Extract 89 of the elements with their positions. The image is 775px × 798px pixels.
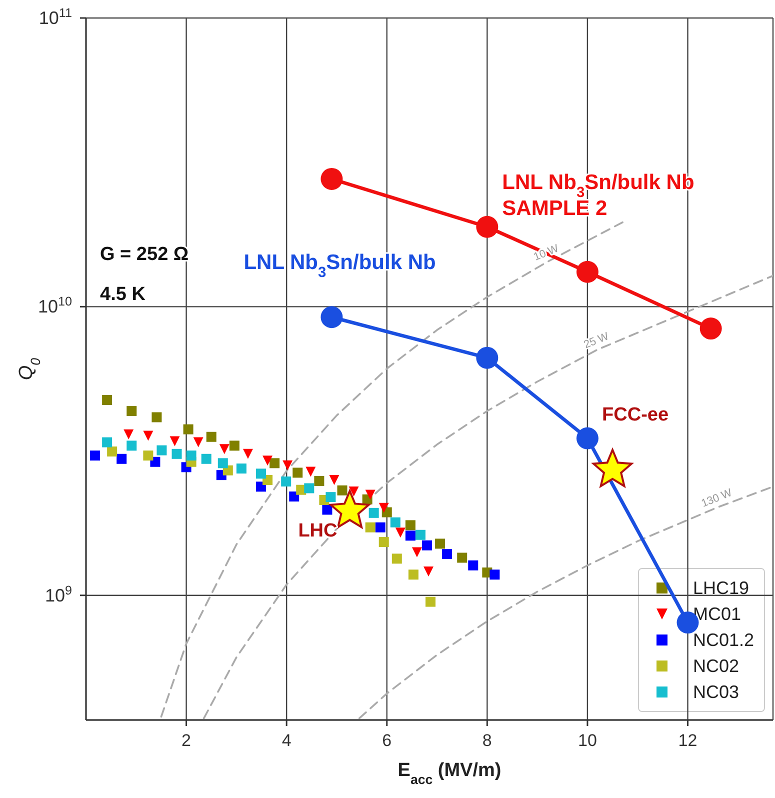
legend-label: NC02 [692, 656, 739, 676]
point [90, 450, 100, 461]
point [322, 504, 332, 515]
point [405, 530, 416, 541]
point [442, 549, 452, 560]
point [365, 522, 376, 532]
point [422, 540, 432, 550]
y-tick-label: 10$^{10}$ [38, 294, 72, 317]
point [415, 530, 426, 540]
point [229, 440, 240, 451]
x-tick-label: 10 [578, 731, 597, 750]
point [306, 466, 316, 477]
point [423, 566, 434, 576]
legend-label: LHC19 [692, 578, 749, 598]
point [326, 492, 336, 502]
point [143, 450, 154, 461]
point [102, 395, 112, 406]
point [378, 502, 389, 513]
point [143, 430, 154, 441]
point [107, 446, 118, 456]
y-tick-label: 10$^{11}$ [38, 6, 72, 28]
point [206, 432, 216, 442]
point [395, 528, 406, 538]
point [218, 458, 228, 468]
point [365, 490, 376, 500]
line-series [358, 486, 773, 720]
x-tick-label: 4 [282, 731, 292, 750]
point [262, 456, 273, 466]
point [256, 468, 266, 479]
point [337, 485, 348, 496]
point [329, 474, 340, 485]
x-tick-label: 6 [382, 731, 392, 750]
point [183, 424, 194, 434]
point [172, 448, 182, 459]
point [314, 476, 324, 486]
point [281, 476, 292, 486]
text: 130 W [700, 486, 734, 510]
point [102, 437, 112, 448]
text: 10 W [532, 242, 561, 264]
legend-label: MC01 [692, 604, 741, 624]
point [457, 552, 468, 563]
series-label: LHC [298, 520, 338, 542]
point [375, 522, 386, 532]
x-tick-label: 8 [482, 731, 492, 750]
text: 25 W [582, 330, 612, 352]
point [270, 458, 280, 468]
point [219, 444, 230, 454]
point [426, 596, 436, 607]
point [368, 508, 379, 518]
point [320, 168, 343, 190]
point [292, 468, 303, 478]
point [320, 306, 343, 328]
point [700, 318, 722, 340]
point [412, 547, 422, 558]
point [304, 483, 314, 494]
point [156, 445, 167, 456]
legend-label: NC01.2 [692, 630, 754, 650]
point [282, 460, 293, 470]
point [116, 454, 127, 464]
point [193, 437, 204, 448]
point [435, 538, 446, 549]
x-axis-title: E$_{acc}$ (MV/m) [398, 760, 502, 786]
point [152, 412, 162, 422]
annotation: 4.5 K [100, 284, 146, 305]
point [124, 429, 134, 440]
point [576, 260, 598, 283]
point [236, 464, 246, 474]
point [126, 440, 137, 451]
point [390, 517, 400, 528]
legend-label: NC03 [692, 682, 739, 702]
series-label: FCC-ee [602, 404, 669, 426]
point [378, 537, 389, 548]
point [405, 520, 416, 530]
point [201, 454, 212, 464]
point [490, 570, 500, 580]
point [476, 346, 498, 369]
point [476, 216, 498, 238]
point [408, 570, 418, 580]
x-tick-label: 2 [182, 731, 192, 750]
point [242, 448, 253, 459]
point [348, 486, 359, 496]
point [392, 554, 402, 564]
point [126, 406, 137, 416]
point [170, 436, 180, 446]
point [468, 560, 478, 570]
point [576, 427, 598, 450]
point [186, 450, 196, 461]
y-tick-label: 10$^{9}$ [44, 583, 72, 606]
x-tick-label: 12 [678, 731, 698, 750]
